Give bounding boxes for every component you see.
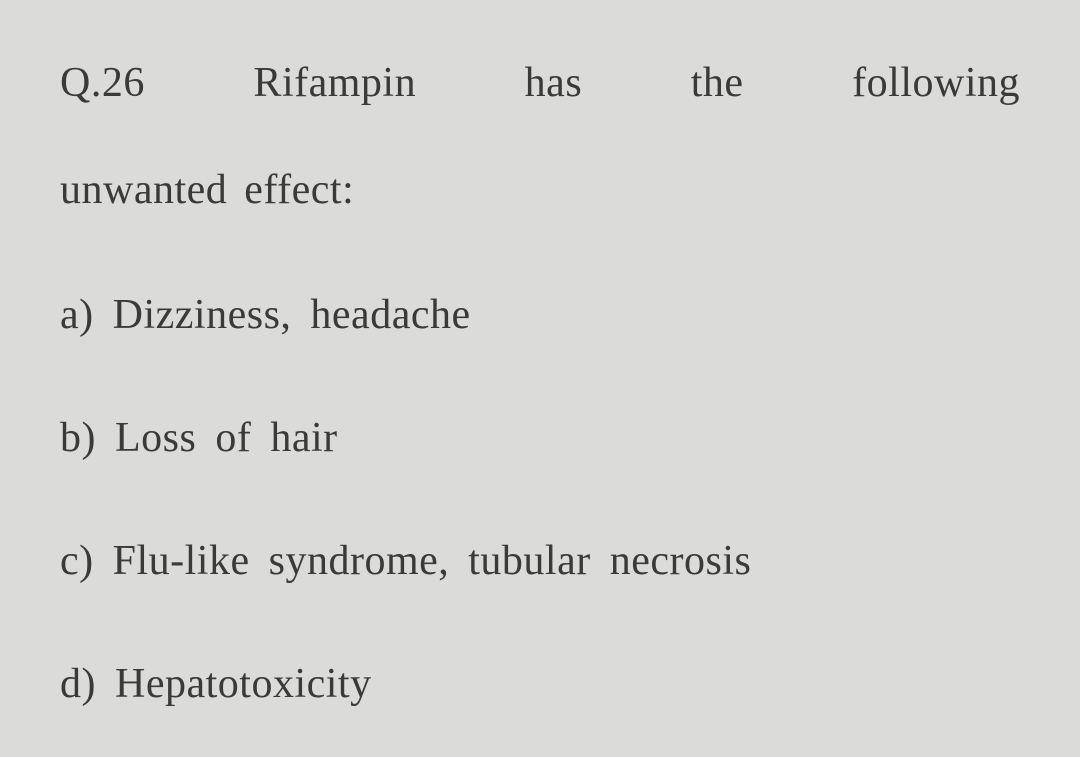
option-a[interactable]: a) Dizziness, headache	[60, 284, 1020, 347]
option-c[interactable]: c) Flu-like syndrome, tubular necrosis	[60, 530, 1020, 593]
option-d[interactable]: d) Hepatotoxicity	[60, 653, 1020, 716]
option-b[interactable]: b) Loss of hair	[60, 407, 1020, 470]
question-line-1: Q.26 Rifampin has the following	[60, 50, 1020, 117]
question-line-2: unwanted effect:	[60, 157, 1020, 224]
